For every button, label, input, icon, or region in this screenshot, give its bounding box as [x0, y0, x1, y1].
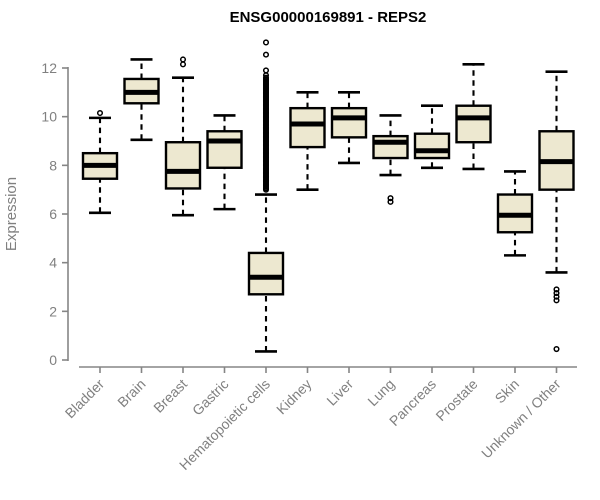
outlier-point — [262, 74, 270, 81]
y-tick-label: 0 — [49, 352, 57, 368]
iqr-box — [289, 106, 326, 149]
iqr-box — [330, 106, 368, 139]
x-tick-label: Lung — [364, 376, 397, 409]
x-tick-label: Brain — [114, 376, 148, 410]
outlier-point — [553, 290, 560, 297]
x-tick-label: Kidney — [273, 376, 315, 418]
outlier-point — [387, 198, 394, 205]
outlier-point — [553, 346, 560, 353]
box-group-breast — [164, 56, 202, 217]
box-group-lung — [372, 114, 409, 205]
y-tick-label: 2 — [49, 303, 57, 319]
outlier-point — [179, 56, 187, 63]
box-group-prostate — [455, 63, 492, 171]
iqr-box — [372, 134, 409, 160]
box-group-brain — [123, 58, 160, 142]
iqr-box — [247, 251, 285, 296]
y-tick-label: 6 — [49, 206, 57, 222]
outlier-point — [553, 286, 560, 293]
y-tick-label: 4 — [49, 255, 57, 271]
box-group-pancreas — [413, 104, 451, 170]
x-tick-label: Bladder — [62, 376, 108, 422]
outlier-point — [96, 109, 104, 117]
box-group-liver — [330, 91, 368, 165]
x-tick-label: Breast — [150, 376, 190, 416]
outlier-point — [553, 293, 560, 300]
y-tick-label: 8 — [49, 157, 57, 173]
iqr-box — [413, 132, 451, 160]
x-tick-label: Unknown / Other — [478, 376, 564, 462]
chart-title: ENSG00000169891 - REPS2 — [230, 9, 427, 26]
outlier-point — [262, 67, 270, 74]
box-group-gastric — [206, 114, 243, 211]
box-group-skin — [496, 170, 534, 257]
iqr-box — [455, 104, 492, 144]
outlier-point — [387, 195, 394, 202]
box-group-hematopoietic-cells — [247, 39, 285, 353]
x-tick-label: Prostate — [432, 376, 480, 424]
x-tick-label: Liver — [323, 376, 356, 409]
outlier-point — [262, 51, 270, 58]
x-tick-label: Skin — [492, 376, 523, 407]
box-group-kidney — [289, 91, 326, 191]
outlier-point — [553, 297, 560, 304]
box-group-unknown-other — [538, 70, 575, 353]
y-axis-title: Expression — [3, 177, 20, 251]
outlier-point — [179, 61, 187, 68]
iqr-box — [164, 141, 202, 190]
box-group-bladder — [81, 109, 119, 215]
outlier-point — [262, 39, 270, 46]
y-tick-label: 10 — [41, 109, 57, 125]
iqr-box — [206, 130, 243, 169]
y-tick-label: 12 — [41, 60, 57, 76]
y-axis: 0 2 4 6 8 10 12 Expression — [3, 60, 69, 368]
